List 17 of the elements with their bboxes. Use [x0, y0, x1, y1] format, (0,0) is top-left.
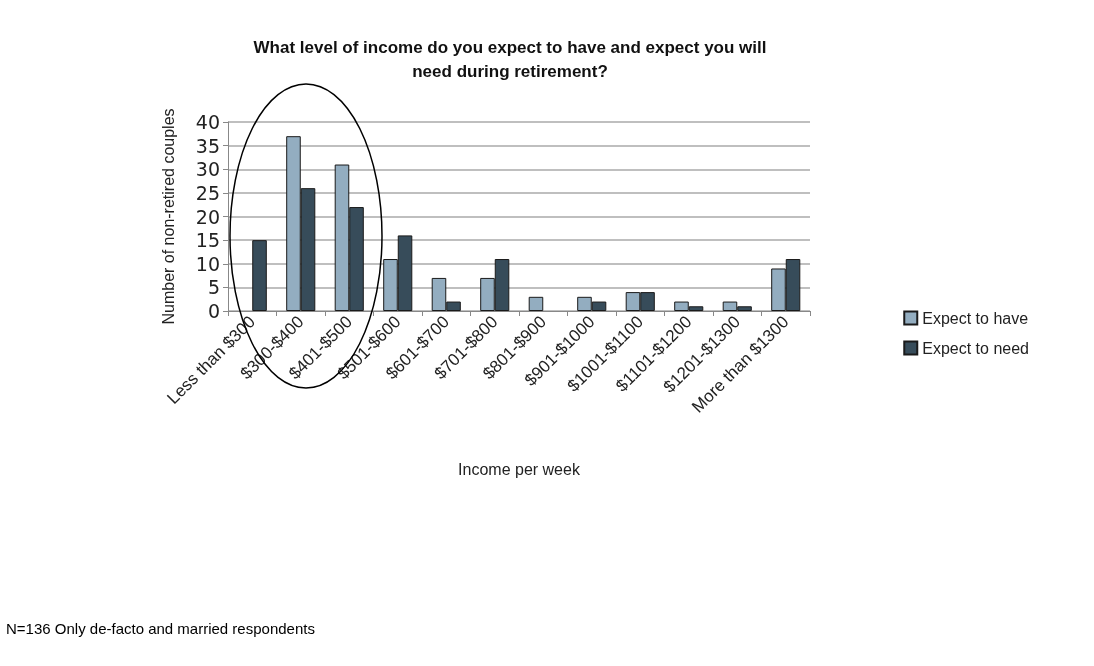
x-axis-title: Income per week: [458, 460, 581, 478]
y-tick-label: 5: [207, 276, 220, 299]
y-tick-label: 40: [195, 111, 220, 133]
legend-label: Expect to need: [922, 339, 1030, 357]
y-tick-label: 20: [195, 205, 220, 228]
y-tick-label: 35: [195, 134, 220, 157]
y-tick-label: 30: [195, 158, 220, 181]
y-tick-label: 10: [195, 252, 220, 275]
legend-label: Expect to have: [922, 309, 1029, 327]
y-tick-label: 25: [195, 181, 220, 204]
text: N=136 Only de-facto and married respondents: [6, 620, 315, 637]
y-tick-label: 15: [195, 229, 220, 252]
y-tick-label: 0: [207, 300, 220, 322]
chart-title: What level of income do you expect to have and expect you will need during retirement?: [253, 37, 767, 81]
bar: [252, 240, 267, 311]
y-axis-title: Number of non-retired couples: [159, 108, 177, 325]
bar: [528, 296, 544, 311]
